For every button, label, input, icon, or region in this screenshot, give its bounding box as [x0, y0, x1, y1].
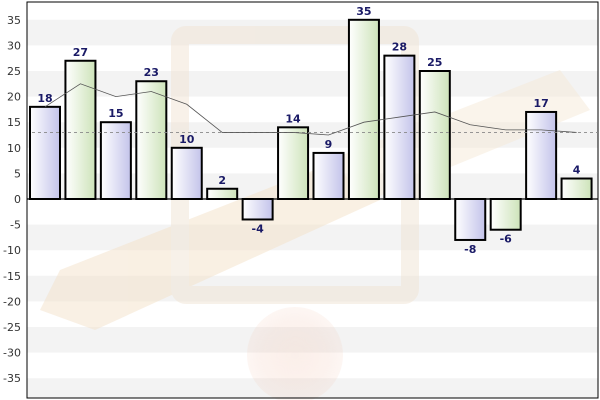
- y-tick-label: -15: [3, 270, 21, 283]
- y-axis-ticks: 35 30 25 20 15 10 5 0 -5 -10 -15 -20 -25 -30 -35: [3, 14, 21, 385]
- bar-value-label: 9: [325, 138, 333, 151]
- bar: [241, 198, 274, 221]
- bar: [29, 105, 61, 200]
- y-tick-label: 5: [14, 167, 21, 180]
- bar: [560, 177, 593, 201]
- y-tick-label: -5: [10, 219, 21, 232]
- bar: [347, 18, 380, 200]
- bar-value-label: 10: [179, 133, 195, 146]
- bar: [383, 54, 416, 200]
- bar-value-label: -4: [252, 222, 265, 235]
- bar-value-label: 4: [573, 164, 581, 177]
- bar-value-label: 28: [392, 41, 407, 54]
- y-tick-label: 35: [7, 14, 21, 27]
- data-labels: 18 27 15 23 10 2 -4 14 9 35 28 25 -8 -6 17 4: [37, 5, 580, 256]
- bar: [418, 70, 451, 200]
- bar: [135, 80, 168, 200]
- y-tick-label: 20: [7, 91, 21, 104]
- bar-value-label: 2: [218, 174, 226, 187]
- bars: [29, 18, 593, 241]
- y-tick-label: 25: [7, 65, 21, 78]
- bar: [454, 198, 487, 241]
- bar: [312, 151, 345, 200]
- bar-value-label: 14: [285, 112, 301, 125]
- bar: [277, 126, 310, 200]
- bar-value-label: 35: [356, 5, 371, 18]
- y-tick-label: -35: [3, 372, 21, 385]
- bar-value-label: 15: [108, 107, 123, 120]
- bar: [525, 110, 558, 200]
- bar-value-label: 18: [37, 92, 52, 105]
- bar-value-label: 25: [427, 56, 442, 69]
- y-tick-label: 15: [7, 116, 21, 129]
- bar-value-label: -6: [500, 233, 513, 246]
- bar: [489, 198, 522, 231]
- bar-value-label: 17: [533, 97, 548, 110]
- bar-value-label: 27: [73, 46, 88, 59]
- bar: [64, 59, 97, 201]
- y-tick-label: -25: [3, 321, 21, 334]
- trend-line: [44, 83, 577, 136]
- bar: [206, 187, 239, 200]
- y-tick-label: 0: [14, 193, 21, 206]
- y-tick-label: -30: [3, 347, 21, 360]
- bar-value-label: 23: [144, 66, 159, 79]
- y-tick-label: 10: [7, 142, 21, 155]
- bar: [99, 121, 132, 200]
- grid-band: [27, 71, 598, 97]
- trend-lines: [32, 83, 598, 136]
- bar-value-label: -8: [464, 243, 476, 256]
- y-tick-label: -20: [3, 295, 21, 308]
- y-tick-label: -10: [3, 244, 21, 257]
- y-tick-label: 30: [7, 39, 21, 52]
- bar: [170, 146, 203, 201]
- plot-border: [26, 1, 599, 399]
